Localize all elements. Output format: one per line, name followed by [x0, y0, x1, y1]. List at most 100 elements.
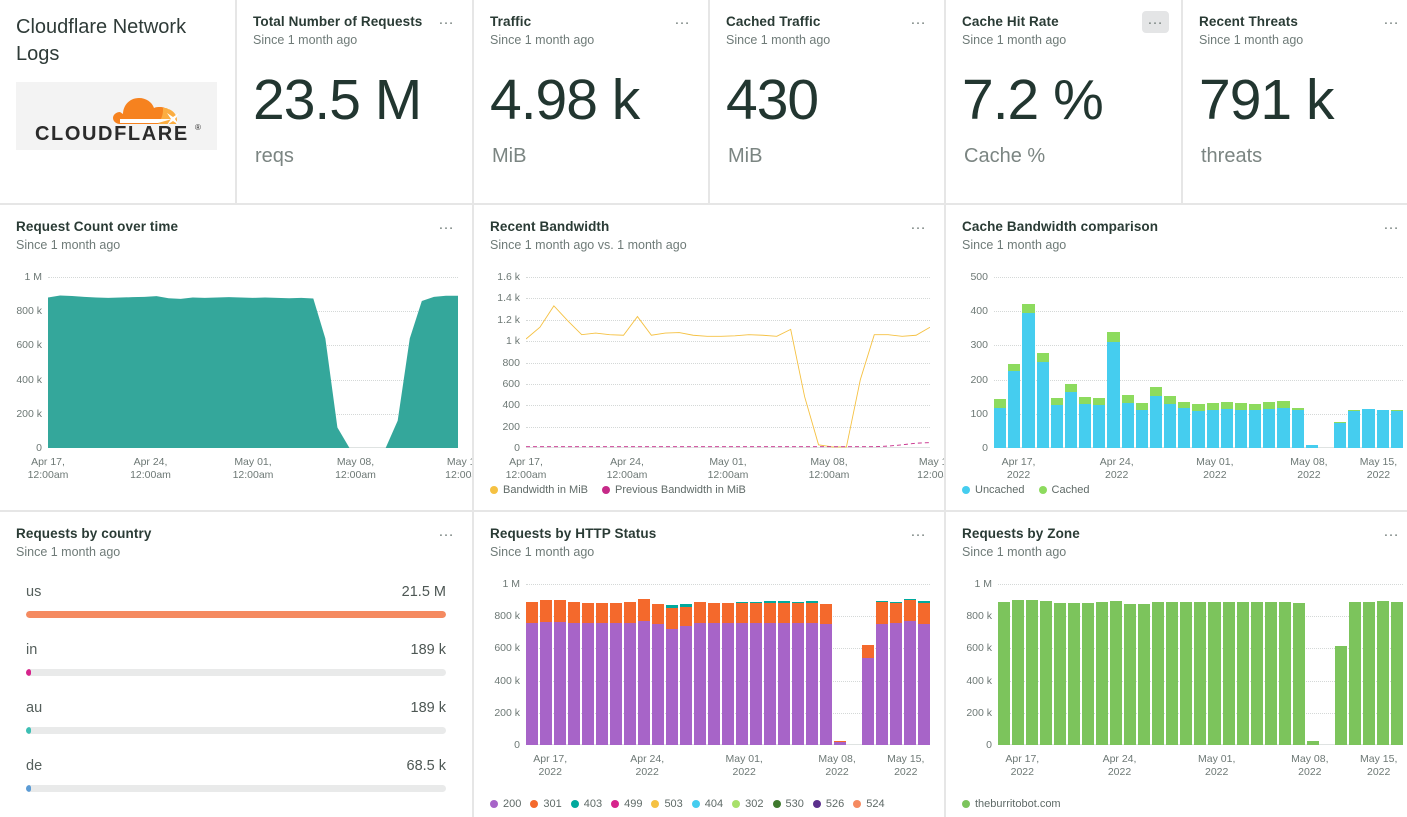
bar-column[interactable] [1135, 277, 1148, 448]
bar-column[interactable] [526, 584, 538, 745]
bar-column[interactable] [1026, 584, 1039, 745]
card-menu-button[interactable]: … [910, 11, 927, 28]
bar-column[interactable] [1121, 277, 1134, 448]
chart-legend[interactable]: 200 301 403 499 503 404 302 530 526 524 [490, 798, 885, 810]
bar-column[interactable] [1362, 584, 1375, 745]
bar-column[interactable] [1305, 277, 1318, 448]
legend-item[interactable]: Bandwidth in MiB [490, 484, 588, 496]
bar-column[interactable] [1390, 277, 1403, 448]
bar-column[interactable] [1082, 584, 1095, 745]
bar-column[interactable] [1292, 584, 1305, 745]
bar-column[interactable] [1291, 277, 1304, 448]
bar-column[interactable] [1249, 277, 1262, 448]
country-row[interactable]: in 189 k [26, 642, 446, 676]
bar-column[interactable] [1022, 277, 1035, 448]
legend-item[interactable]: 301 [530, 798, 562, 810]
bar-column[interactable] [1180, 584, 1193, 745]
bar-column[interactable] [998, 584, 1011, 745]
country-row[interactable]: de 68.5 k [26, 758, 446, 792]
bar-column[interactable] [1222, 584, 1235, 745]
bar-column[interactable] [722, 584, 734, 745]
bar-column[interactable] [680, 584, 692, 745]
card-menu-button[interactable]: … [1383, 523, 1400, 540]
bar-column[interactable] [1152, 584, 1165, 745]
card-menu-button[interactable]: … [438, 523, 455, 540]
bar-column[interactable] [624, 584, 636, 745]
bar-column[interactable] [764, 584, 776, 745]
bar-column[interactable] [1178, 277, 1191, 448]
bar-column[interactable] [1208, 584, 1221, 745]
bar-column[interactable] [736, 584, 748, 745]
bar-column[interactable] [1064, 277, 1078, 448]
legend-item[interactable]: Previous Bandwidth in MiB [602, 484, 746, 496]
card-menu-button[interactable]: … [438, 216, 455, 233]
bar-column[interactable] [1263, 277, 1276, 448]
card-menu-button[interactable]: … [674, 11, 691, 28]
bar-column[interactable] [1079, 277, 1092, 448]
bar-column[interactable] [1264, 584, 1277, 745]
bar-column[interactable] [778, 584, 790, 745]
card-menu-button[interactable]: … [910, 216, 927, 233]
bar-column[interactable] [1093, 277, 1106, 448]
legend-item[interactable]: theburritobot.com [962, 798, 1061, 810]
bar-column[interactable] [876, 584, 888, 745]
bar-column[interactable] [1050, 277, 1063, 448]
bar-column[interactable] [1166, 584, 1179, 745]
bar-column[interactable] [820, 584, 832, 745]
area-chart-request-count[interactable]: 0 200 k 400 k 600 k 800 k 1 M Apr 17, 12:00am Ap… [0, 263, 472, 510]
card-menu-button[interactable]: … [438, 11, 455, 28]
country-row[interactable]: us 21.5 M [26, 584, 446, 618]
legend-item[interactable]: Cached [1038, 484, 1089, 496]
bar-column[interactable] [596, 584, 608, 745]
bar-column[interactable] [1012, 584, 1025, 745]
bar-column[interactable] [1194, 584, 1207, 745]
bar-chart-cache-bandwidth[interactable]: 0 100 200 300 400 500 Apr 17, 2022 Apr 24, 2022 Ma… [946, 263, 1407, 510]
bar-column[interactable] [1124, 584, 1137, 745]
bar-column[interactable] [1068, 584, 1081, 745]
bar-column[interactable] [582, 584, 594, 745]
legend-item[interactable]: 526 [812, 798, 844, 810]
bar-column[interactable] [918, 584, 930, 745]
bar-column[interactable] [1362, 277, 1375, 448]
bar-column[interactable] [610, 584, 622, 745]
bar-column[interactable] [750, 584, 762, 745]
line-chart-recent-bandwidth[interactable]: 0 200 400 600 800 1 k 1.2 k 1.4 k 1.6 k Apr 17, 12… [474, 263, 944, 510]
bar-column[interactable] [1376, 277, 1389, 448]
bar-column[interactable] [1040, 584, 1053, 745]
bar-column[interactable] [1390, 584, 1403, 745]
bar-column[interactable] [1107, 277, 1120, 448]
legend-item[interactable]: 404 [691, 798, 723, 810]
bar-column[interactable] [1277, 277, 1290, 448]
chart-legend[interactable]: Uncached Cached [962, 484, 1089, 496]
legend-item[interactable]: 499 [611, 798, 642, 810]
card-menu-button[interactable]: … [1142, 11, 1169, 33]
bar-column[interactable] [1110, 584, 1123, 745]
bar-column[interactable] [568, 584, 580, 745]
bar-column[interactable] [904, 584, 916, 745]
bar-column[interactable] [1334, 277, 1347, 448]
bar-column[interactable] [994, 277, 1007, 448]
bar-column[interactable] [862, 584, 874, 745]
bar-column[interactable] [1306, 584, 1319, 745]
bar-column[interactable] [1348, 584, 1361, 745]
bar-column[interactable] [1376, 584, 1389, 745]
bar-column[interactable] [1250, 584, 1263, 745]
bar-column[interactable] [806, 584, 818, 745]
bar-column[interactable] [708, 584, 720, 745]
country-row[interactable]: au 189 k [26, 700, 446, 734]
bar-column[interactable] [1054, 584, 1067, 745]
bar-column[interactable] [1036, 277, 1049, 448]
bar-column[interactable] [1320, 277, 1332, 448]
bar-chart-http-status[interactable]: 0 200 k 400 k 600 k 800 k 1 M Apr 17, 2022 Apr 2… [474, 570, 944, 817]
bar-column[interactable] [666, 584, 678, 745]
legend-item[interactable]: 200 [490, 798, 521, 810]
legend-item[interactable]: 524 [853, 798, 885, 810]
bar-column[interactable] [1321, 584, 1333, 745]
bar-chart-requests-zone[interactable]: 0 200 k 400 k 600 k 800 k 1 M Apr 17, 2022 Apr 2… [946, 570, 1407, 817]
chart-legend[interactable]: Bandwidth in MiB Previous Bandwidth in Mi… [490, 484, 746, 496]
legend-item[interactable]: 302 [732, 798, 764, 810]
card-menu-button[interactable]: … [1383, 216, 1400, 233]
bar-column[interactable] [1008, 277, 1021, 448]
bar-column[interactable] [1278, 584, 1291, 745]
bar-column[interactable] [890, 584, 902, 745]
